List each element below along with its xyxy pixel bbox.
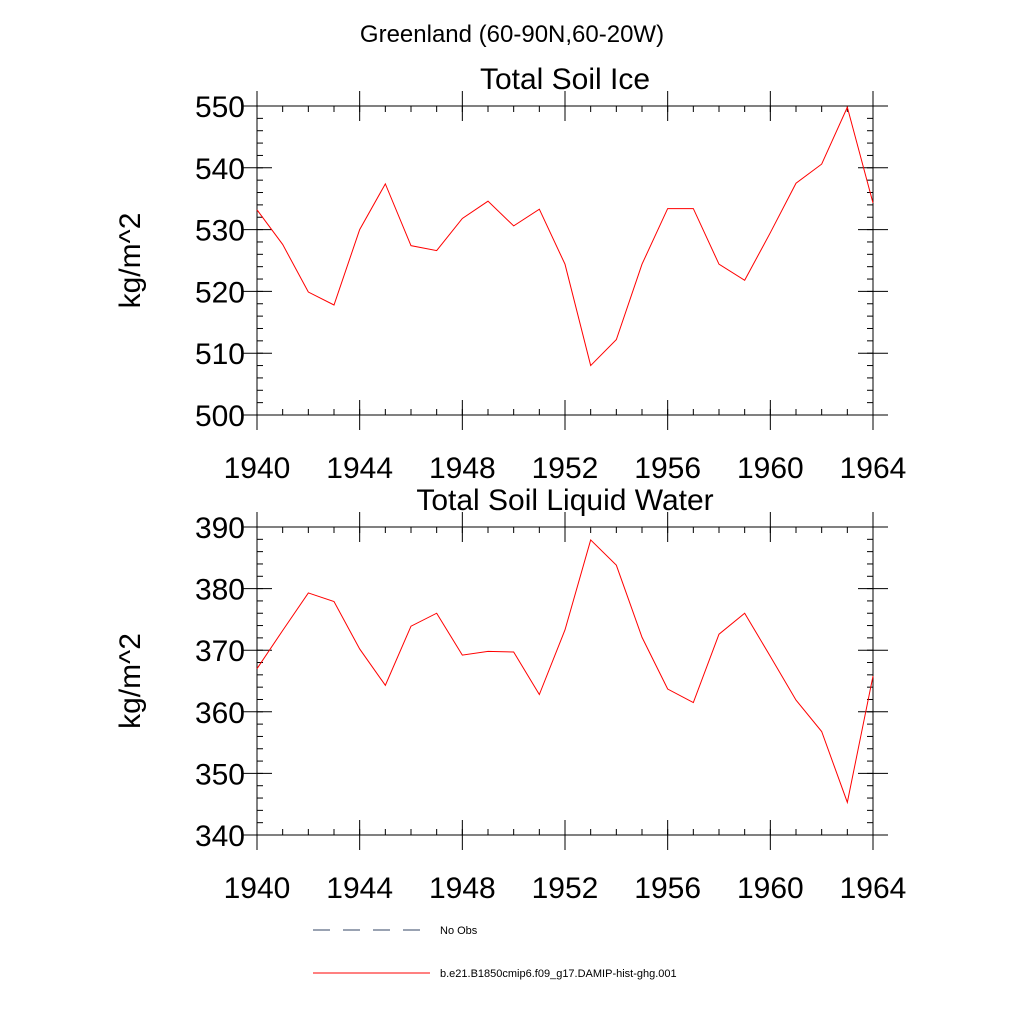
chart-0-ylabel: kg/m^2	[114, 213, 147, 309]
figure-suptitle: Greenland (60-90N,60-20W)	[360, 21, 664, 48]
chart-0-y-tick-label: 520	[195, 276, 245, 309]
chart-1-x-tick-label: 1956	[634, 872, 701, 905]
chart-0-x-tick-label: 1948	[429, 452, 496, 485]
chart-0-title: Total Soil Ice	[480, 63, 650, 96]
chart-0-x-tick-label: 1964	[840, 452, 907, 485]
chart-0-y-tick-label: 550	[195, 91, 245, 124]
chart-0-x-tick-label: 1956	[634, 452, 701, 485]
legend-label-model-run: b.e21.B1850cmip6.f09_g17.DAMIP-hist-ghg.…	[440, 968, 677, 980]
legend-item-model-run: b.e21.B1850cmip6.f09_g17.DAMIP-hist-ghg.…	[313, 968, 677, 980]
chart-1-y-tick-label: 390	[195, 512, 245, 545]
legend: No Obs b.e21.B1850cmip6.f09_g17.DAMIP-hi…	[313, 925, 677, 980]
legend-label-no-obs: No Obs	[440, 925, 478, 937]
chart-0-y-tick-label: 540	[195, 153, 245, 186]
chart-1-y-tick-label: 380	[195, 574, 245, 607]
chart-1-y-tick-label: 340	[195, 820, 245, 853]
chart-1-x-tick-label: 1964	[840, 872, 907, 905]
chart-0-x-tick-label: 1940	[224, 452, 291, 485]
chart-0-y-tick-label: 500	[195, 400, 245, 433]
chart-1-x-tick-label: 1940	[224, 872, 291, 905]
legend-item-no-obs: No Obs	[313, 925, 478, 937]
chart-1-y-tick-label: 350	[195, 758, 245, 791]
chart-0-x-tick-label: 1952	[532, 452, 599, 485]
chart-1-x-tick-label: 1952	[532, 872, 599, 905]
chart-1-plot-frame	[256, 526, 874, 836]
chart-0-y-tick-label: 530	[195, 215, 245, 248]
chart-0-y-tick-label: 510	[195, 338, 245, 371]
panel-total-soil-liquid-water: Total Soil Liquid Water 340 350 360 370 380 39…	[114, 484, 906, 905]
chart-0-x-tick-label: 1944	[326, 452, 393, 485]
chart-0-series-line-0	[256, 105, 874, 367]
chart-1-x-tick-label: 1948	[429, 872, 496, 905]
chart-1-y-tick-label: 370	[195, 635, 245, 668]
chart-1-series-line-0	[256, 538, 874, 805]
chart-1-x-tick-label: 1944	[326, 872, 393, 905]
panel-total-soil-ice: Total Soil Ice 500 510 520 530 540 550 1940 1944…	[114, 63, 906, 485]
chart-1-x-tick-label: 1960	[737, 872, 804, 905]
chart-1-ylabel: kg/m^2	[114, 633, 147, 729]
chart-1-title: Total Soil Liquid Water	[416, 484, 713, 517]
chart-0-x-tick-label: 1960	[737, 452, 804, 485]
chart-1-y-tick-label: 360	[195, 697, 245, 730]
